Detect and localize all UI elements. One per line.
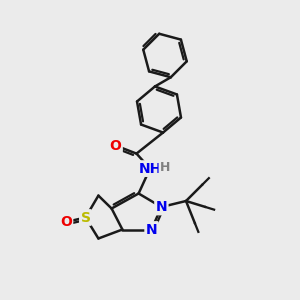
FancyBboxPatch shape: [140, 162, 160, 175]
Text: N: N: [146, 223, 157, 236]
Text: NH: NH: [138, 162, 162, 176]
FancyBboxPatch shape: [109, 139, 122, 152]
Text: S: S: [80, 211, 91, 224]
FancyBboxPatch shape: [60, 216, 72, 228]
Text: H: H: [160, 161, 170, 174]
FancyBboxPatch shape: [79, 211, 92, 224]
FancyBboxPatch shape: [156, 201, 167, 213]
Text: O: O: [60, 215, 72, 229]
Text: N: N: [156, 200, 167, 214]
FancyBboxPatch shape: [146, 224, 157, 235]
Text: O: O: [110, 139, 122, 152]
